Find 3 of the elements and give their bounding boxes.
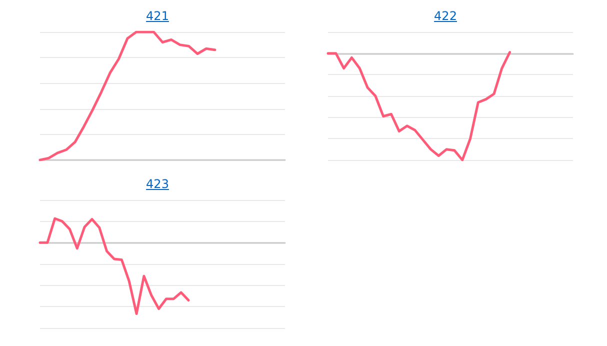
- chart-title: 421: [145, 8, 170, 24]
- chart-title: 422: [433, 8, 458, 24]
- chart-title: 423: [145, 176, 170, 192]
